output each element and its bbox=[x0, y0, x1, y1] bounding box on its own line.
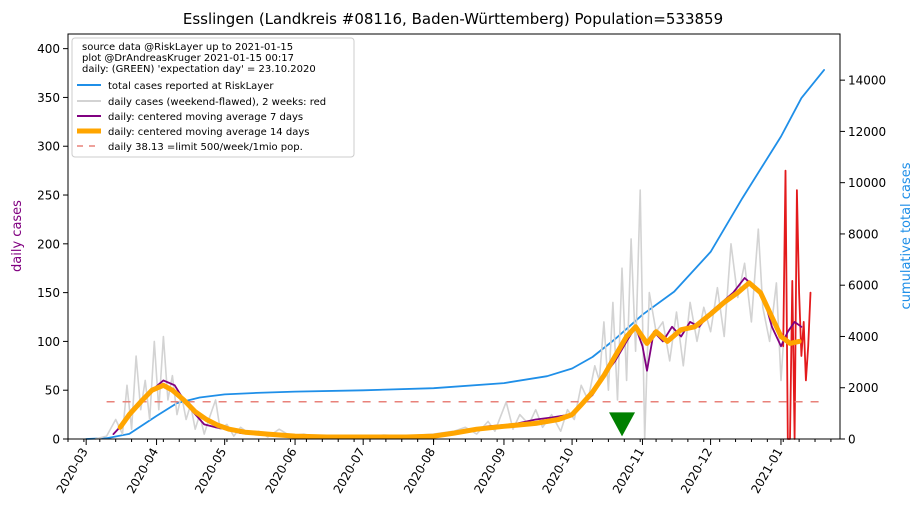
expectation-day-triangle bbox=[609, 412, 636, 437]
y-left-tick-label: 300 bbox=[37, 140, 60, 154]
y-left-tick-label: 250 bbox=[37, 189, 60, 203]
y-right-tick-label: 4000 bbox=[848, 330, 879, 344]
y-right-tick-label: 0 bbox=[848, 433, 856, 447]
y-right-tick-label: 2000 bbox=[848, 381, 879, 395]
legend-label-limit: daily 38.13 =limit 500/week/1mio pop. bbox=[108, 142, 303, 153]
legend-info-line: plot @DrAndreasKruger 2021-01-15 00:17 bbox=[82, 53, 294, 64]
legend-label-ma14: daily: centered moving average 14 days bbox=[108, 127, 309, 138]
expectation-day-marker bbox=[609, 412, 636, 437]
legend-info-line: daily: (GREEN) 'expectation day' = 23.10… bbox=[82, 64, 316, 75]
y-axis-right-label: cumulative total cases bbox=[899, 162, 914, 309]
legend-label-total: total cases reported at RiskLayer bbox=[108, 81, 274, 92]
y-left-tick-label: 400 bbox=[37, 42, 60, 56]
ma14-series bbox=[117, 280, 802, 440]
x-tick-label: 2020-10 bbox=[539, 446, 576, 496]
y-left-tick-label: 100 bbox=[37, 335, 60, 349]
x-tick-label: 2020-05 bbox=[192, 446, 229, 496]
legend-info-line: source data @RiskLayer up to 2021-01-15 bbox=[82, 42, 293, 53]
y-left-tick-label: 0 bbox=[52, 433, 60, 447]
y-right-tick-label: 14000 bbox=[848, 74, 886, 88]
x-tick-label: 2020-08 bbox=[401, 446, 438, 496]
y-left-tick-label: 350 bbox=[37, 91, 60, 105]
x-tick-label: 2020-03 bbox=[54, 446, 91, 496]
total-cases-series bbox=[85, 69, 825, 440]
y-left-tick-label: 200 bbox=[37, 237, 60, 251]
x-tick-label: 2020-07 bbox=[331, 446, 368, 496]
y-right-tick-label: 8000 bbox=[848, 227, 879, 241]
legend-label-daily: daily cases (weekend-flawed), 2 weeks: r… bbox=[108, 97, 326, 108]
legend-box bbox=[71, 37, 355, 158]
y-right-tick-label: 12000 bbox=[848, 125, 886, 139]
y-left-tick-label: 150 bbox=[37, 286, 60, 300]
y-axis-right: 0 2000 4000 6000 8000 10000 12000 14000 bbox=[840, 74, 886, 447]
x-tick-label: 2020-09 bbox=[471, 446, 508, 496]
plot-frame bbox=[67, 33, 841, 440]
y-left-tick-label: 50 bbox=[45, 384, 60, 398]
x-tick-label: 2021-01 bbox=[748, 446, 785, 496]
x-tick-label: 2020-04 bbox=[124, 446, 161, 496]
y-right-tick-label: 10000 bbox=[848, 176, 886, 190]
total-cases-line bbox=[85, 69, 825, 440]
ma14-line bbox=[117, 280, 802, 440]
x-tick-label: 2020-12 bbox=[678, 446, 715, 496]
x-tick-label: 2020-06 bbox=[262, 446, 299, 496]
legend-label-ma7: daily: centered moving average 7 days bbox=[108, 112, 303, 123]
legend: source data @RiskLayer up to 2021-01-15 … bbox=[71, 37, 355, 158]
y-axis-left: 0 50 100 150 200 250 300 350 400 bbox=[37, 42, 68, 447]
y-axis-left-label: daily cases bbox=[10, 200, 25, 272]
x-tick-label: 2020-11 bbox=[610, 446, 647, 496]
daily-cases-line bbox=[94, 189, 785, 440]
x-axis: 2020-03 2020-04 2020-05 2020-06 2020-07 2020-… bbox=[54, 439, 832, 496]
chart-title: Esslingen (Landkreis #08116, Baden-Württ… bbox=[183, 10, 723, 28]
y-right-tick-label: 6000 bbox=[848, 279, 879, 293]
